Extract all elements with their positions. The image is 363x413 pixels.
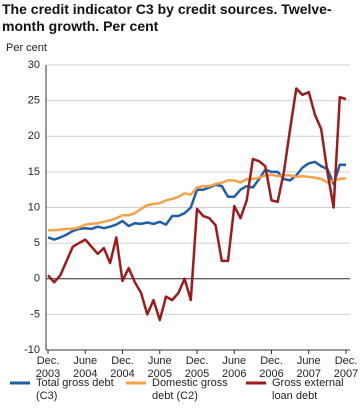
legend-label: Gross external loan debt (272, 377, 344, 402)
x-tick-label: Dec. 2007 (333, 355, 359, 380)
y-tick-label: 30 (28, 59, 40, 71)
y-tick-label: 15 (28, 166, 40, 178)
x-tick-label: Dec. 2004 (110, 355, 135, 380)
x-tick-label: June 2005 (147, 355, 172, 380)
y-tick-label: 20 (28, 130, 40, 142)
chart-title: The credit indicator C3 by credit source… (2, 1, 332, 34)
legend-label: Total gross debt (C3) (36, 377, 114, 402)
y-tick-label: 0 (34, 273, 40, 285)
y-axis-label: Per cent (6, 42, 47, 54)
x-tick-label: June 2007 (296, 355, 321, 380)
x-tick-label: June 2004 (73, 355, 98, 380)
x-tick-label: Dec. 2005 (184, 355, 210, 380)
y-tick-label: 5 (34, 237, 40, 249)
x-tick-label: June 2006 (222, 355, 247, 380)
series-line (47, 87, 347, 322)
series-line (47, 160, 346, 241)
y-tick-label: -5 (30, 308, 40, 320)
y-tick-label: 10 (28, 201, 40, 213)
y-tick-label: 25 (28, 95, 40, 107)
y-tick-label: -10 (24, 344, 40, 356)
legend-label: Domestic gross debt (C2) (152, 377, 228, 402)
x-tick-label: Dec. 2006 (259, 355, 284, 380)
series-line (48, 173, 347, 232)
x-tick-label: Dec. 2003 (35, 355, 61, 380)
